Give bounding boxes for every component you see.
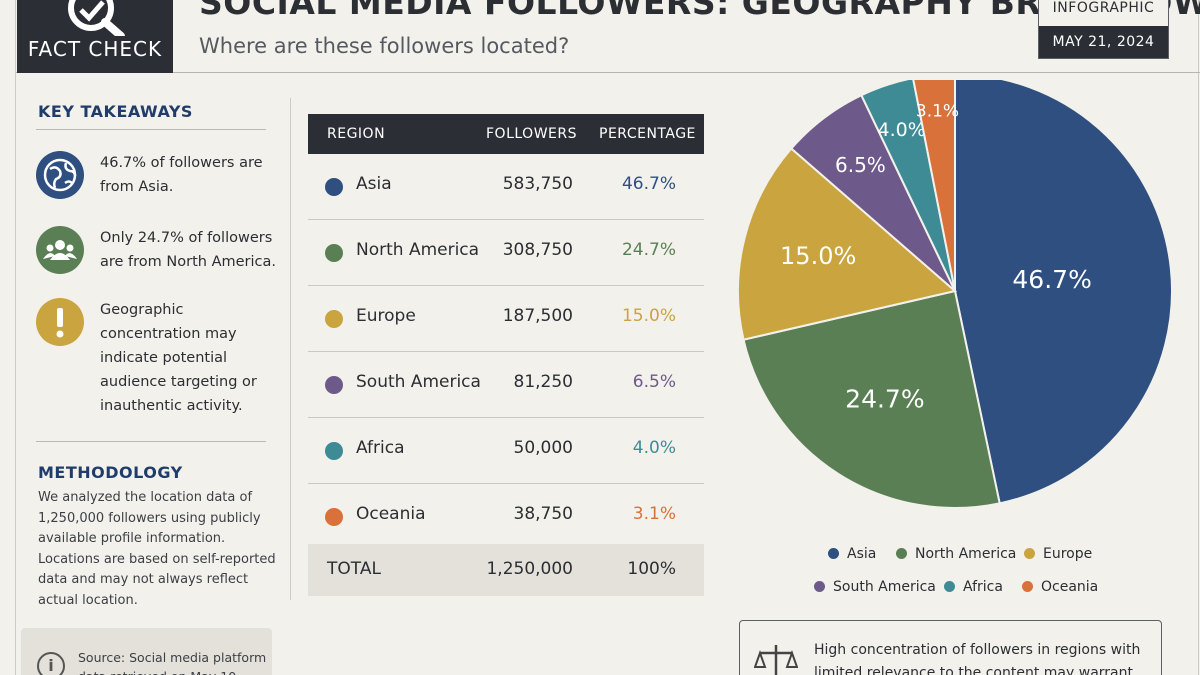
legend-item: Africa	[944, 579, 1003, 595]
legend-label: Africa	[963, 579, 1003, 595]
table-row: Oceania 38,750 3.1%	[308, 484, 704, 540]
takeaway-text: Only 24.7% of followers are from North A…	[100, 230, 276, 270]
table-row: North America 308,750 24.7%	[308, 220, 704, 286]
total-percentage: 100%	[627, 559, 676, 579]
region-color-dot	[325, 244, 343, 262]
globe-icon	[36, 151, 84, 199]
region-name: Asia	[356, 174, 392, 194]
followers-value: 38,750	[513, 504, 573, 524]
info-icon: i	[37, 652, 65, 675]
followers-value: 50,000	[513, 438, 573, 458]
page-title: SOCIAL MEDIA FOLLOWERS: GEOGRAPHY BREAKD…	[199, 0, 1200, 22]
pie-data-label: 4.0%	[878, 119, 926, 141]
legend-swatch	[896, 548, 907, 559]
table-row: Africa 50,000 4.0%	[308, 418, 704, 484]
pie-slice-oceania	[912, 80, 956, 292]
header: FACT CHECK SOCIAL MEDIA FOLLOWERS: GEOGR…	[16, 0, 1200, 73]
legend-swatch	[944, 581, 955, 592]
tag-date: MAY 21, 2024	[1039, 26, 1168, 58]
divider	[36, 129, 266, 130]
pie-data-label: 15.0%	[780, 242, 856, 270]
followers-value: 187,500	[502, 306, 573, 326]
region-name: South America	[356, 372, 481, 392]
source-box: i Source: Social media platform data ret…	[21, 628, 272, 675]
users-icon	[36, 226, 84, 274]
infographic-frame: FACT CHECK SOCIAL MEDIA FOLLOWERS: GEOGR…	[15, 0, 1200, 675]
pie-slice-africa	[860, 80, 956, 292]
legend-swatch	[828, 548, 839, 559]
percentage-value: 15.0%	[621, 306, 676, 326]
legend-swatch	[1024, 548, 1035, 559]
pie-data-label: 3.1%	[916, 102, 959, 122]
pie-data-label: 24.7%	[845, 385, 924, 414]
percentage-value: 6.5%	[632, 372, 676, 392]
column-header-region: REGION	[327, 126, 386, 142]
scales-icon	[754, 645, 798, 675]
column-divider	[290, 98, 291, 600]
legend-label: Europe	[1043, 546, 1093, 562]
column-header-followers: FOLLOWERS	[486, 126, 577, 142]
pie-slice-north-america	[742, 289, 1001, 509]
note-text: High concentration of followers in regio…	[814, 642, 1141, 675]
table-row: Europe 187,500 15.0%	[308, 286, 704, 352]
region-color-dot	[325, 178, 343, 196]
region-name: Europe	[356, 306, 416, 326]
key-takeaways-heading: KEY TAKEAWAYS	[38, 102, 193, 121]
fact-check-badge: FACT CHECK	[17, 0, 173, 73]
percentage-value: 46.7%	[621, 174, 676, 194]
region-name: North America	[356, 240, 480, 260]
legend-label: Oceania	[1041, 579, 1099, 595]
note-box: High concentration of followers in regio…	[739, 620, 1162, 675]
takeaway-text: 46.7% of followers are from Asia.	[100, 155, 263, 195]
region-color-dot	[325, 376, 343, 394]
takeaway-text: Geographic concentration may indicate po…	[100, 302, 257, 414]
legend-item: North America	[896, 546, 1016, 562]
magnifier-check-icon	[68, 0, 125, 36]
legend-label: South America	[833, 579, 936, 595]
pie-slice-asia	[954, 80, 1173, 505]
table-row: South America 81,250 6.5%	[308, 352, 704, 418]
percentage-value: 4.0%	[632, 438, 676, 458]
table-header: REGION FOLLOWERS PERCENTAGE	[308, 114, 704, 154]
region-color-dot	[325, 310, 343, 328]
followers-value: 308,750	[502, 240, 573, 260]
infographic-tag: INFOGRAPHIC MAY 21, 2024	[1038, 0, 1169, 59]
legend-item: Oceania	[1022, 579, 1098, 595]
total-row: TOTAL 1,250,000 100%	[308, 544, 704, 596]
page-subtitle: Where are these followers located?	[199, 34, 570, 58]
region-name: Oceania	[356, 504, 426, 524]
legend-item: South America	[814, 579, 936, 595]
followers-value: 81,250	[513, 372, 573, 392]
pie-data-label: 6.5%	[835, 153, 886, 177]
legend-label: Asia	[847, 546, 877, 562]
tag-label: INFOGRAPHIC	[1052, 0, 1155, 16]
pie-data-label: 46.7%	[1012, 265, 1091, 294]
divider	[36, 441, 266, 442]
legend-item: Europe	[1024, 546, 1092, 562]
percentage-value: 3.1%	[632, 504, 676, 524]
column-header-percentage: PERCENTAGE	[599, 126, 696, 142]
region-color-dot	[325, 442, 343, 460]
legend-item: Asia	[828, 546, 876, 562]
table-row: Asia 583,750 46.7%	[308, 154, 704, 220]
pie-slice-europe	[737, 147, 958, 341]
percentage-value: 24.7%	[621, 240, 676, 260]
badge-label: FACT CHECK	[27, 37, 163, 61]
followers-value: 583,750	[502, 174, 573, 194]
region-name: Africa	[356, 438, 405, 458]
legend-swatch	[1022, 581, 1033, 592]
legend-swatch	[814, 581, 825, 592]
methodology-heading: METHODOLOGY	[38, 463, 183, 482]
source-text: Source: Social media platform data retri…	[78, 650, 267, 675]
total-label: TOTAL	[327, 559, 381, 579]
total-followers: 1,250,000	[486, 559, 573, 579]
methodology-text: We analyzed the location data of 1,250,0…	[38, 490, 276, 608]
pie-chart: 46.7% 24.7% 15.0% 6.5% 4.0%3.1%	[737, 80, 1173, 509]
exclamation-icon	[36, 298, 84, 346]
legend-label: North America	[915, 546, 1017, 562]
region-color-dot	[325, 508, 343, 526]
